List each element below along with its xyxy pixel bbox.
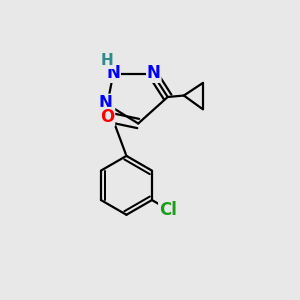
Text: N: N [99, 94, 113, 112]
Text: N: N [147, 64, 161, 82]
Text: N: N [106, 64, 120, 82]
Text: O: O [100, 108, 114, 126]
Text: H: H [101, 53, 114, 68]
Text: Cl: Cl [159, 201, 177, 219]
